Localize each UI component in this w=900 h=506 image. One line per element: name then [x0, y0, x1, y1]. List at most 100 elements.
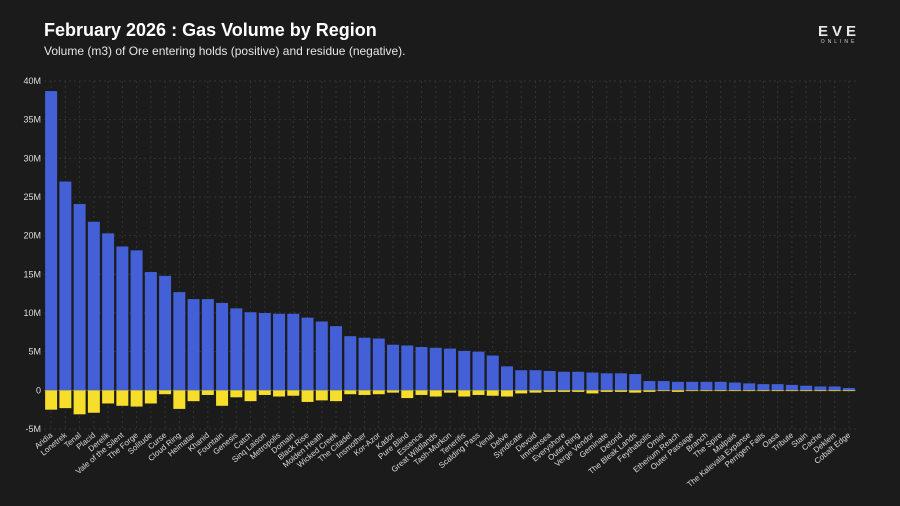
bar-positive — [643, 381, 656, 391]
bar-negative — [201, 390, 214, 395]
bar-negative — [600, 390, 613, 392]
bar-negative — [159, 390, 172, 395]
bar-negative — [87, 390, 100, 413]
bar-negative — [73, 390, 86, 415]
bar-positive — [372, 338, 385, 391]
bar-positive — [258, 313, 271, 391]
bar-positive — [201, 299, 214, 391]
bar-positive — [714, 381, 727, 391]
bar-positive — [287, 313, 300, 391]
bar-positive — [686, 381, 699, 391]
bar-positive — [614, 373, 627, 391]
bar-positive — [344, 336, 357, 391]
bar-positive — [486, 355, 499, 391]
bar-negative — [429, 390, 442, 397]
bar-positive — [330, 326, 343, 391]
bar-negative — [59, 390, 72, 409]
bar-negative — [144, 390, 157, 404]
bar-positive — [216, 302, 229, 391]
bar-negative — [458, 390, 471, 397]
bar-negative — [657, 390, 670, 392]
bar-negative — [643, 390, 656, 392]
bar-negative — [116, 390, 129, 406]
bar-positive — [187, 299, 200, 391]
bar-negative — [586, 390, 599, 394]
bar-positive — [159, 275, 172, 391]
bar-negative — [130, 390, 143, 407]
bar-positive — [785, 384, 798, 391]
bar-positive — [743, 383, 756, 391]
bar-negative — [700, 390, 713, 392]
bar-negative — [472, 390, 485, 395]
bar-negative — [686, 390, 699, 392]
bar-positive — [472, 351, 485, 391]
bar-negative — [785, 390, 798, 392]
bar-positive — [671, 381, 684, 391]
bar-negative — [771, 390, 784, 392]
bar-negative — [273, 390, 286, 397]
bar-positive — [401, 345, 414, 391]
bar-negative — [330, 390, 343, 402]
bar-negative — [258, 390, 271, 395]
bar-negative — [828, 390, 841, 392]
bar-positive — [572, 371, 585, 391]
bar-positive — [87, 221, 100, 391]
bar-negative — [45, 390, 58, 410]
bar-negative — [743, 390, 756, 392]
bar-positive — [415, 347, 428, 391]
bar-negative — [842, 390, 855, 392]
y-tick-label: 15M — [23, 269, 41, 279]
bar-negative — [814, 390, 827, 392]
bar-negative — [529, 390, 542, 393]
chart-subtitle: Volume (m3) of Ore entering holds (posit… — [44, 44, 406, 58]
bar-negative — [444, 390, 456, 393]
bar-positive — [102, 233, 115, 391]
bar-negative — [401, 390, 414, 399]
bar-negative — [671, 390, 684, 392]
bar-positive — [728, 382, 741, 391]
bar-positive — [73, 203, 86, 391]
bar-positive — [173, 292, 186, 391]
eve-online-logo: EVE ONLINE — [808, 24, 870, 48]
y-tick-label: 20M — [23, 231, 41, 241]
bar-negative — [543, 390, 556, 392]
y-tick-label: 0 — [36, 385, 41, 395]
bar-positive — [358, 337, 371, 391]
chart-bars — [45, 91, 855, 415]
bar-positive — [557, 371, 570, 391]
bar-negative — [287, 390, 300, 396]
bar-negative — [372, 390, 385, 395]
bar-positive — [458, 350, 471, 391]
bar-positive — [230, 308, 243, 391]
bar-positive — [600, 373, 613, 391]
y-tick-label: 25M — [23, 192, 41, 202]
bar-positive — [586, 372, 599, 391]
bar-negative — [728, 390, 741, 392]
y-tick-label: 10M — [23, 308, 41, 318]
bar-positive — [629, 374, 642, 391]
bar-positive — [771, 384, 784, 391]
bar-negative — [500, 390, 513, 397]
bar-positive — [444, 348, 456, 391]
bar-negative — [173, 390, 186, 409]
bar-positive — [500, 366, 513, 391]
bar-positive — [543, 371, 556, 391]
bar-negative — [301, 390, 314, 402]
bar-positive — [429, 347, 442, 391]
bar-positive — [144, 272, 157, 391]
y-tick-label: 40M — [23, 76, 41, 86]
y-tick-label: -5M — [26, 424, 42, 434]
bar-negative — [629, 390, 642, 393]
bar-positive — [130, 250, 143, 391]
bar-positive — [814, 386, 827, 391]
bar-positive — [657, 381, 670, 391]
logo-subtext: ONLINE — [820, 39, 858, 45]
bar-positive — [828, 386, 841, 391]
bar-negative — [486, 390, 499, 396]
bar-negative — [387, 390, 400, 393]
logo-wordmark: EVE — [817, 23, 860, 40]
chart-title: February 2026 : Gas Volume by Region — [44, 20, 377, 40]
bar-positive — [387, 344, 400, 391]
